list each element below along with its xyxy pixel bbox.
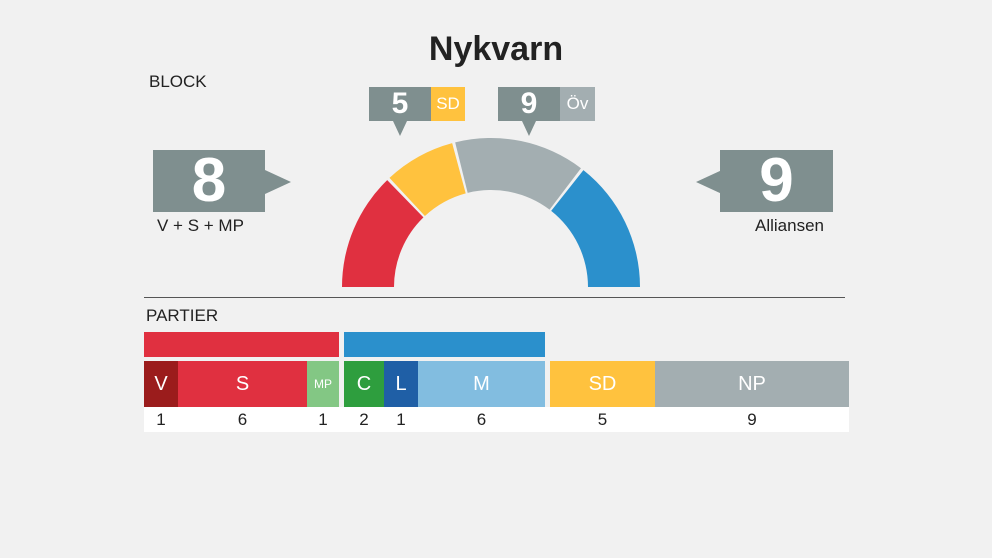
blue-group-bar xyxy=(344,332,545,357)
chart-title: Nykvarn xyxy=(428,30,564,68)
left-block-pointer xyxy=(265,170,291,194)
sd-callout-pointer xyxy=(393,121,407,136)
semicircle-segment-v-s-mp xyxy=(342,180,424,287)
party-segment-c: C xyxy=(344,361,384,407)
party-segment-mp: MP xyxy=(307,361,339,407)
party-count-c: 2 xyxy=(359,410,369,429)
semicircle-segment-alliansen xyxy=(551,170,640,287)
party-segment-s: S xyxy=(178,361,307,407)
semicircle-chart xyxy=(342,138,640,287)
section-divider xyxy=(144,297,845,298)
sd-callout-seats: 5 xyxy=(369,87,431,121)
party-segment-np: NP xyxy=(655,361,849,407)
party-count-sd: 5 xyxy=(597,410,608,429)
party-count-s: 6 xyxy=(237,410,248,429)
party-segment-v: V xyxy=(144,361,178,407)
right-block-label: Alliansen xyxy=(755,216,824,235)
right-block-pointer xyxy=(696,170,722,194)
left-block-label: V + S + MP xyxy=(157,216,244,235)
party-segment-m: M xyxy=(418,361,545,407)
party-count-m: 6 xyxy=(476,410,487,429)
semicircle-segment-sd xyxy=(389,143,466,216)
ov-callout-seats: 9 xyxy=(498,87,560,121)
block-section-label: BLOCK xyxy=(149,72,207,91)
party-segment-sd: SD xyxy=(550,361,655,407)
party-count-mp: 1 xyxy=(318,410,328,429)
counts-background xyxy=(144,407,849,432)
left-block-seats: 8 xyxy=(153,150,265,212)
semicircle-segment-öv xyxy=(455,138,581,210)
sd-callout-tag: SD xyxy=(431,87,465,121)
ov-callout-tag: Öv xyxy=(560,87,595,121)
party-count-np: 9 xyxy=(747,410,757,429)
party-count-v: 1 xyxy=(156,410,166,429)
partier-section-label: PARTIER xyxy=(146,306,219,325)
party-count-l: 1 xyxy=(396,410,406,429)
ov-callout-pointer xyxy=(522,121,536,136)
party-segment-l: L xyxy=(384,361,418,407)
red-group-bar xyxy=(144,332,339,357)
right-block-seats: 9 xyxy=(720,150,833,212)
